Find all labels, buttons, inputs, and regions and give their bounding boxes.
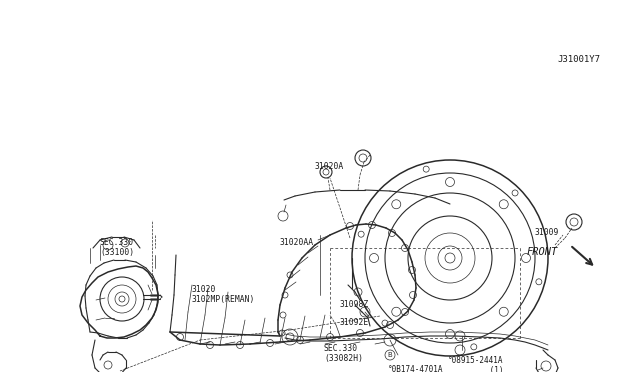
Text: °08915-2441A
         (1): °08915-2441A (1) xyxy=(448,356,504,372)
Text: 31098Z: 31098Z xyxy=(340,300,369,309)
Text: SEC.330
(33082H): SEC.330 (33082H) xyxy=(324,344,363,363)
Text: °0B174-4701A
       (1): °0B174-4701A (1) xyxy=(388,365,444,372)
Text: 31009: 31009 xyxy=(535,228,559,237)
Text: 31092E: 31092E xyxy=(340,318,369,327)
Text: SEC.330
(33100): SEC.330 (33100) xyxy=(100,238,134,257)
Text: 31020A: 31020A xyxy=(315,162,344,171)
Text: 31020
3102MP(REMAN): 31020 3102MP(REMAN) xyxy=(192,285,255,304)
Text: FRONT: FRONT xyxy=(527,247,558,257)
Text: J31001Y7: J31001Y7 xyxy=(557,55,600,64)
Text: 31020AA: 31020AA xyxy=(280,238,314,247)
Text: B: B xyxy=(388,352,392,358)
